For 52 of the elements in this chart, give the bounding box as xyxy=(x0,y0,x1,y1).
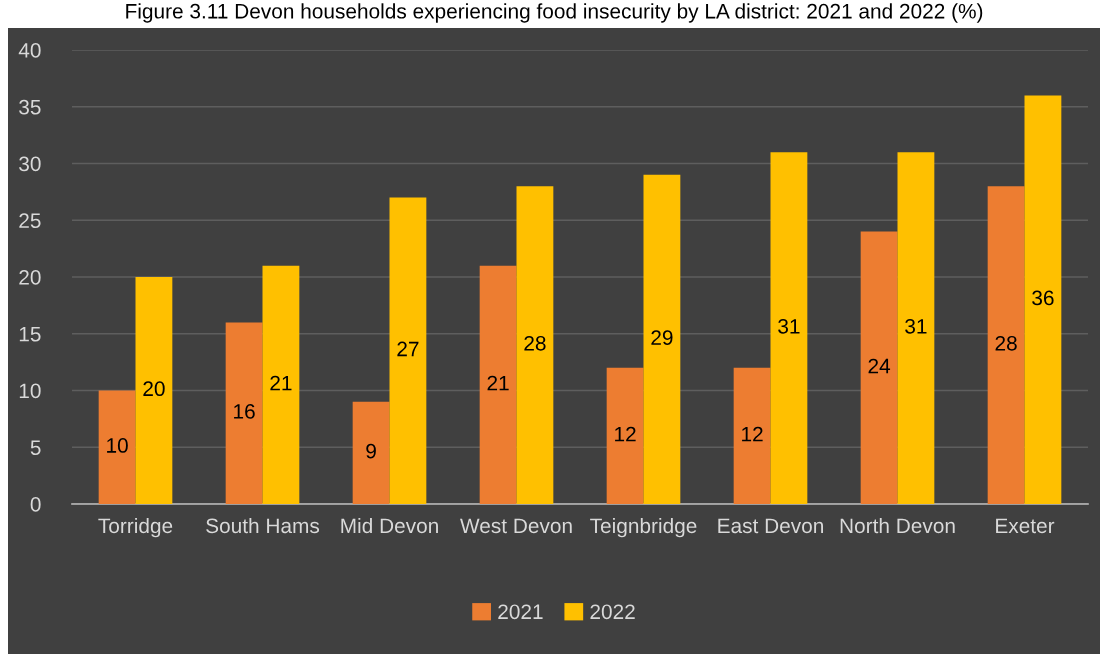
legend-label: 2022 xyxy=(590,604,635,620)
data-label: 36 xyxy=(1032,290,1054,306)
data-label: 12 xyxy=(742,426,763,442)
data-label: 16 xyxy=(234,404,255,419)
x-tick-label: East Devon xyxy=(718,518,823,534)
data-label: 10 xyxy=(107,438,128,453)
bar xyxy=(352,401,390,504)
bar xyxy=(225,322,263,504)
bar xyxy=(987,186,1025,504)
y-tick-label: 5 xyxy=(30,440,41,455)
bar xyxy=(98,390,136,504)
bar xyxy=(860,231,898,504)
bar xyxy=(606,367,644,504)
bar xyxy=(135,277,173,504)
data-label: 20 xyxy=(143,381,165,397)
data-label: 29 xyxy=(651,330,673,346)
bar xyxy=(770,152,808,504)
data-label: 27 xyxy=(397,341,419,357)
data-label: 31 xyxy=(905,318,927,334)
data-label: 12 xyxy=(615,426,636,442)
y-tick-label: 0 xyxy=(30,497,41,512)
x-tick-label: South Hams xyxy=(206,517,320,534)
bar xyxy=(516,186,554,504)
x-tick-label: Mid Devon xyxy=(341,517,438,534)
x-tick-label: Torridge xyxy=(98,517,173,538)
y-tick-label: 10 xyxy=(19,383,41,399)
y-tick-label: 25 xyxy=(19,213,41,228)
data-label: 28 xyxy=(995,335,1017,351)
bar xyxy=(479,265,517,504)
bar xyxy=(389,197,427,504)
x-tick-label: North Devon xyxy=(840,517,955,534)
x-tick-label: Exeter xyxy=(996,518,1055,534)
data-label: 9 xyxy=(366,443,376,459)
legend-label: 2021 xyxy=(498,604,543,620)
data-label: 21 xyxy=(487,375,509,391)
data-label: 31 xyxy=(778,318,800,334)
data-label: 28 xyxy=(524,335,546,351)
y-tick-label: 30 xyxy=(19,156,41,172)
bar xyxy=(897,152,935,504)
chart-title: Figure 3.11 Devon households experiencing food insecurity by LA district: 2021 and 2022 (%) xyxy=(126,3,983,23)
y-tick-label: 15 xyxy=(19,326,41,342)
bar xyxy=(1024,95,1062,504)
bar xyxy=(733,367,771,504)
data-label: 24 xyxy=(868,358,891,374)
bar xyxy=(262,265,300,504)
x-tick-label: Teignbridge xyxy=(590,517,697,538)
data-label: 21 xyxy=(270,375,292,391)
bar xyxy=(643,174,681,504)
y-tick-label: 40 xyxy=(18,43,41,58)
y-tick-label: 35 xyxy=(19,99,41,115)
x-tick-label: West Devon xyxy=(460,518,572,534)
y-tick-label: 20 xyxy=(19,270,41,285)
